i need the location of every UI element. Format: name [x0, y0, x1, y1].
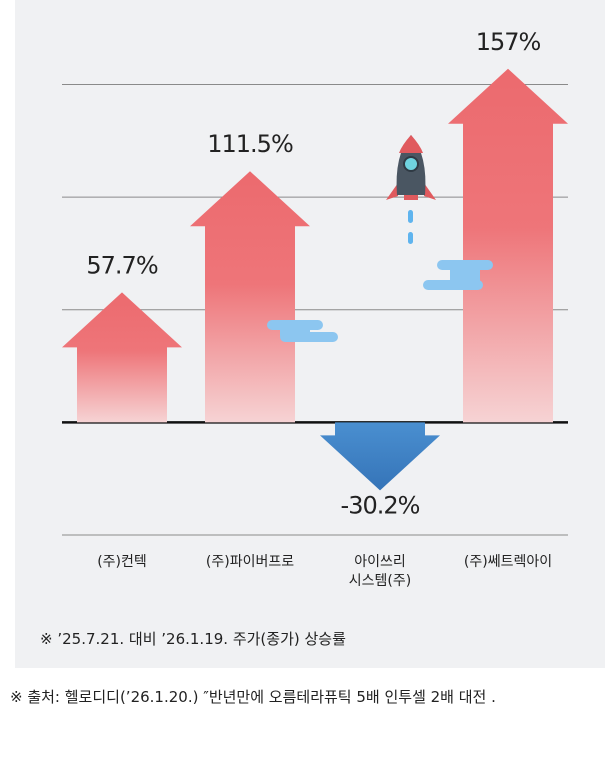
marks: 57.7% 111.5% -30.2% 157% [62, 28, 568, 519]
category-label: (주)쎄트렉아이 [463, 554, 553, 570]
arrow-bar [320, 422, 440, 491]
arrow-bar [62, 292, 182, 423]
source: ※ 출처: 헬로디디(’26.1.20.) ″반년만에 오름테라퓨틱 5배 인투… [10, 688, 496, 706]
category-label: (주)파이버프로 [205, 554, 295, 570]
category-label: 아이쓰리 시스템(주) [348, 554, 412, 589]
value-label: 157% [476, 28, 541, 56]
value-label: 111.5% [207, 130, 293, 158]
rocket [386, 135, 436, 244]
cloud [267, 260, 493, 342]
note: ※ ’25.7.21. 대비 ’26.1.19. 주가(종가) 상승률 [40, 630, 346, 648]
arrow-bar [448, 68, 568, 423]
value-label: 57.7% [86, 251, 157, 279]
arrow-bar [190, 171, 310, 423]
category-label: (주)컨텍 [97, 554, 147, 570]
value-label: -30.2% [341, 491, 420, 519]
